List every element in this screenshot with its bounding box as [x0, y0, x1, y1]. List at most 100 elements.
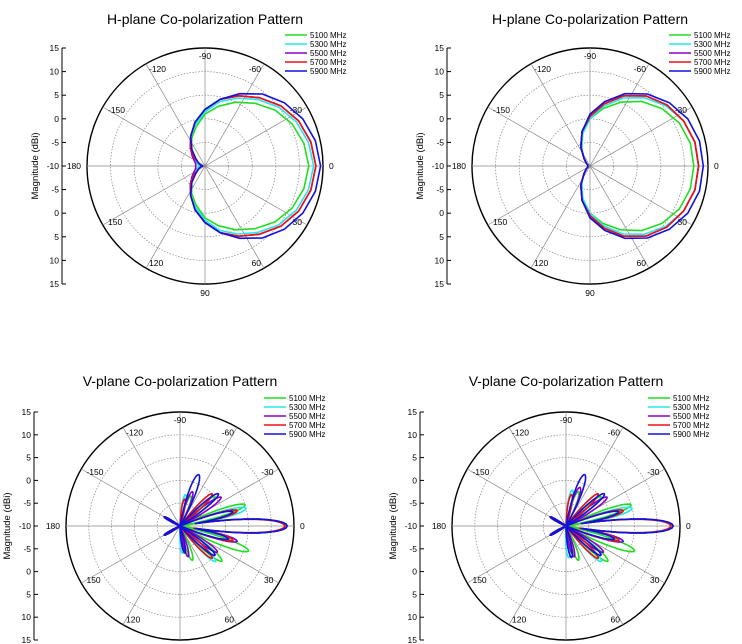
chart-title: H-plane Co-polarization Pattern [107, 11, 303, 27]
radial-tick-label: 10 [22, 430, 32, 440]
radial-tick-label: -5 [436, 185, 444, 195]
angle-label: 90 [200, 288, 210, 298]
radial-tick-label: -5 [409, 498, 417, 508]
grid-spoke [487, 106, 693, 226]
angle-label: 30 [293, 217, 303, 227]
angle-label: -150 [472, 467, 489, 477]
legend-label: 5700 MHz [289, 421, 325, 430]
angle-label: 30 [650, 575, 660, 585]
angle-label: 180 [452, 161, 466, 171]
angle-label: 60 [611, 615, 621, 625]
chart-title: H-plane Co-polarization Pattern [492, 11, 688, 27]
radial-tick-label: 10 [408, 430, 418, 440]
radial-tick-label: -10 [405, 521, 418, 531]
series-curves [189, 92, 322, 240]
angle-label: -60 [634, 64, 647, 74]
radial-tick-label: 0 [439, 208, 444, 218]
legend-label: 5700 MHz [310, 58, 346, 67]
legend-label: 5100 MHz [310, 31, 346, 40]
angle-label: 150 [86, 575, 100, 585]
radial-tick-label: 0 [412, 475, 417, 485]
radial-axis: 15 10 5 0 -5 -10 -5 0 5 10 15 Magnitude (dBi) [2, 407, 38, 644]
angle-label: -150 [493, 105, 510, 115]
angle-label: 120 [512, 615, 526, 625]
radial-tick-label: -5 [23, 544, 31, 554]
angle-label: 0 [714, 161, 719, 171]
legend-label: 5300 MHz [289, 403, 325, 412]
radial-tick-label: 15 [22, 407, 32, 417]
legend-label: 5100 MHz [289, 394, 325, 403]
angle-label: -90 [560, 415, 573, 425]
series-line-5300-mhz [189, 97, 315, 235]
radial-tick-label: 0 [26, 475, 31, 485]
grid-spoke [102, 106, 308, 226]
chart-title: V-plane Co-polarization Pattern [469, 373, 664, 389]
angle-label: 180 [67, 161, 81, 171]
angle-label: 0 [686, 521, 691, 531]
radial-tick-label: -5 [51, 137, 59, 147]
angle-label: -30 [675, 105, 688, 115]
polar-chart-2: H-plane Co-polarization Pattern -120 -90 -6… [415, 11, 730, 298]
legend-label: 5100 MHz [694, 31, 730, 40]
angle-label: 180 [46, 521, 60, 531]
legend-label: 5900 MHz [694, 67, 730, 76]
polar-grid [471, 47, 709, 285]
legend-label: 5500 MHz [673, 412, 709, 421]
angle-label: -120 [126, 427, 143, 437]
radial-axis: 15 10 5 0 -5 -10 -5 0 5 10 15 Magnitude (dBi) [30, 43, 66, 289]
radial-tick-label: 10 [50, 255, 60, 265]
radial-tick-label: 10 [22, 612, 32, 622]
series-curves [580, 92, 705, 240]
radial-tick-label: -10 [47, 161, 60, 171]
series-curves [163, 473, 288, 563]
radial-tick-label: 10 [50, 67, 60, 77]
angle-label: -120 [512, 427, 529, 437]
y-axis-label: Magnitude (dBi) [388, 492, 399, 559]
angle-label: 60 [225, 615, 235, 625]
legend-label: 5900 MHz [310, 67, 346, 76]
angle-label: -150 [86, 467, 103, 477]
radial-tick-label: 10 [435, 67, 445, 77]
radial-tick-label: 5 [439, 232, 444, 242]
legend-label: 5300 MHz [310, 40, 346, 49]
legend-label: 5700 MHz [694, 58, 730, 67]
radial-tick-label: 5 [26, 589, 31, 599]
angle-label: 120 [534, 258, 548, 268]
legend-label: 5500 MHz [310, 49, 346, 58]
radial-tick-label: 5 [439, 90, 444, 100]
radial-tick-label: 10 [435, 255, 445, 265]
legend-label: 5500 MHz [289, 412, 325, 421]
radial-tick-label: -10 [19, 521, 32, 531]
series-curves [549, 473, 674, 563]
radial-tick-label: 5 [412, 453, 417, 463]
y-axis-label: Magnitude (dBi) [2, 492, 13, 559]
legend-label: 5700 MHz [673, 421, 709, 430]
y-axis-label: Magnitude (dBi) [30, 132, 41, 199]
radial-tick-label: 0 [26, 567, 31, 577]
radial-tick-label: 5 [54, 90, 59, 100]
polar-grid [86, 47, 324, 285]
angle-label: -150 [108, 105, 125, 115]
angle-label: -90 [199, 51, 212, 61]
legend-label: 5300 MHz [673, 403, 709, 412]
polar-chart-4: V-plane Co-polarization Pattern -120 -90 -6… [388, 373, 709, 644]
radial-tick-label: -5 [51, 185, 59, 195]
angle-label: 30 [678, 217, 688, 227]
angle-label: 150 [108, 217, 122, 227]
angle-label: 60 [252, 258, 262, 268]
radial-tick-label: 15 [408, 407, 418, 417]
angle-label: 150 [472, 575, 486, 585]
radial-tick-label: 0 [439, 114, 444, 124]
radial-tick-label: 5 [412, 589, 417, 599]
legend-label: 5300 MHz [694, 40, 730, 49]
angle-label: 90 [585, 288, 595, 298]
chart-title: V-plane Co-polarization Pattern [83, 373, 278, 389]
angle-label: -120 [534, 64, 551, 74]
angle-label: -30 [261, 467, 274, 477]
y-axis-label: Magnitude (dBi) [415, 132, 426, 199]
angle-label: 120 [126, 615, 140, 625]
polar-chart-3: V-plane Co-polarization Pattern -120 -90 -6… [2, 373, 325, 644]
